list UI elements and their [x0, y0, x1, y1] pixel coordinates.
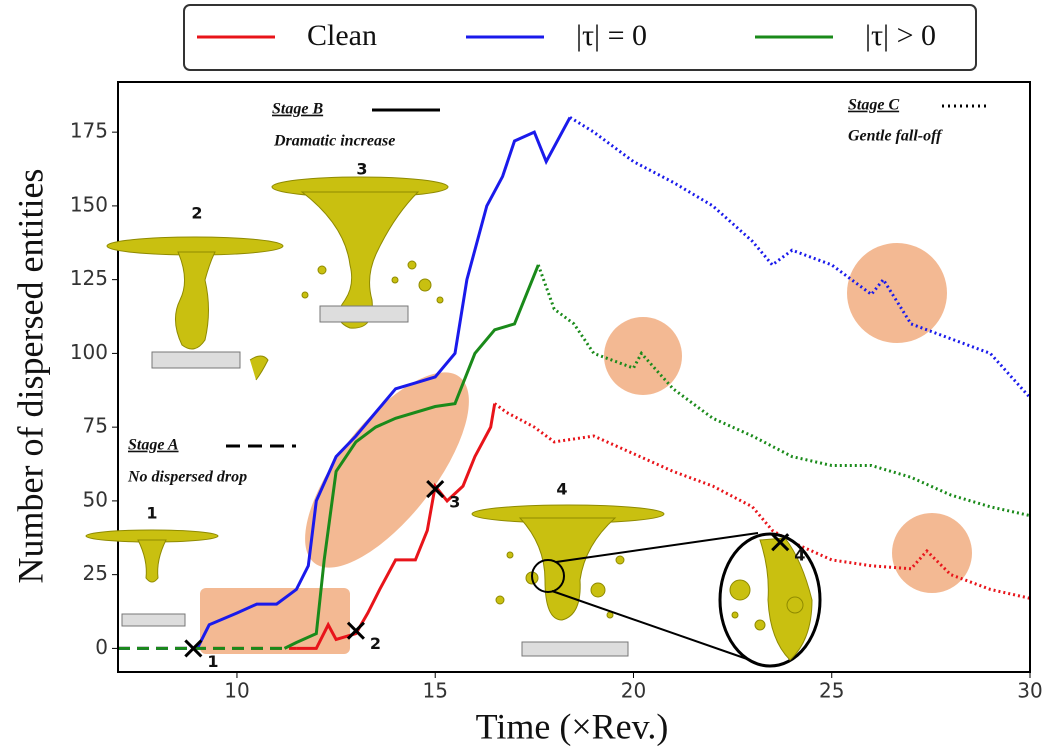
plot-frame [117, 81, 1031, 673]
stage-text: Gentle fall-off [848, 128, 943, 145]
inset-2 [106, 236, 284, 381]
line-dotted [569, 116, 1032, 399]
line-dotted [536, 264, 1031, 518]
y-tick-label: 150 [70, 192, 108, 216]
y-tick-label: 125 [70, 266, 108, 290]
x-tick-label: 25 [819, 679, 844, 703]
line-solid [195, 116, 572, 650]
y-tick-label: 75 [83, 414, 108, 438]
plot-area [112, 116, 1032, 678]
highlight [604, 317, 682, 395]
stage-marker [426, 480, 445, 499]
x-tick-label: 10 [224, 679, 249, 703]
highlight [847, 243, 947, 343]
stage-title: Stage B [272, 101, 323, 118]
stage-title: Stage C [848, 97, 899, 114]
marker-label: 1 [207, 652, 218, 671]
highlight [305, 372, 469, 568]
legend-label: |τ| = 0 [576, 19, 647, 52]
y-tick-label: 25 [83, 561, 108, 585]
highlight [892, 513, 972, 593]
line-solid [283, 264, 540, 650]
stage-text: Dramatic increase [273, 133, 395, 150]
inset-1 [85, 529, 219, 627]
inset-label: 2 [191, 204, 202, 223]
inset-label: 1 [146, 504, 157, 523]
x-tick-label: 20 [621, 679, 646, 703]
y-tick-label: 0 [95, 635, 108, 659]
marker-label: 3 [449, 493, 460, 512]
marker-label: 4 [794, 546, 805, 565]
y-tick-label: 100 [70, 340, 108, 364]
stage-marker [184, 639, 203, 658]
line-dotted [493, 402, 1031, 600]
legend [183, 4, 977, 71]
y-tick-label: 50 [83, 487, 108, 511]
inset-label: 3 [356, 160, 367, 179]
x-axis-label: Time (×Rev.) [476, 706, 669, 746]
stage-title: Stage A [128, 437, 179, 454]
legend-entries: Clean |τ| = 0 |τ| > 0 [197, 19, 936, 52]
line-solid [296, 403, 497, 650]
inset-3 [271, 176, 449, 329]
x-tick-label: 30 [1017, 679, 1042, 703]
inset-label: 4 [556, 480, 567, 499]
marker-label: 2 [370, 634, 381, 653]
y-tick-label: 175 [70, 119, 108, 143]
highlight [200, 588, 350, 654]
y-axis-label: Number of dispersed entities [10, 169, 50, 584]
stage-marker [771, 533, 790, 552]
stage-text: No dispersed drop [127, 469, 247, 486]
x-tick-label: 15 [422, 679, 447, 703]
legend-label: Clean [307, 19, 377, 52]
inset-4 [471, 504, 822, 668]
stage-marker [346, 621, 365, 640]
legend-label: |τ| > 0 [865, 19, 936, 52]
